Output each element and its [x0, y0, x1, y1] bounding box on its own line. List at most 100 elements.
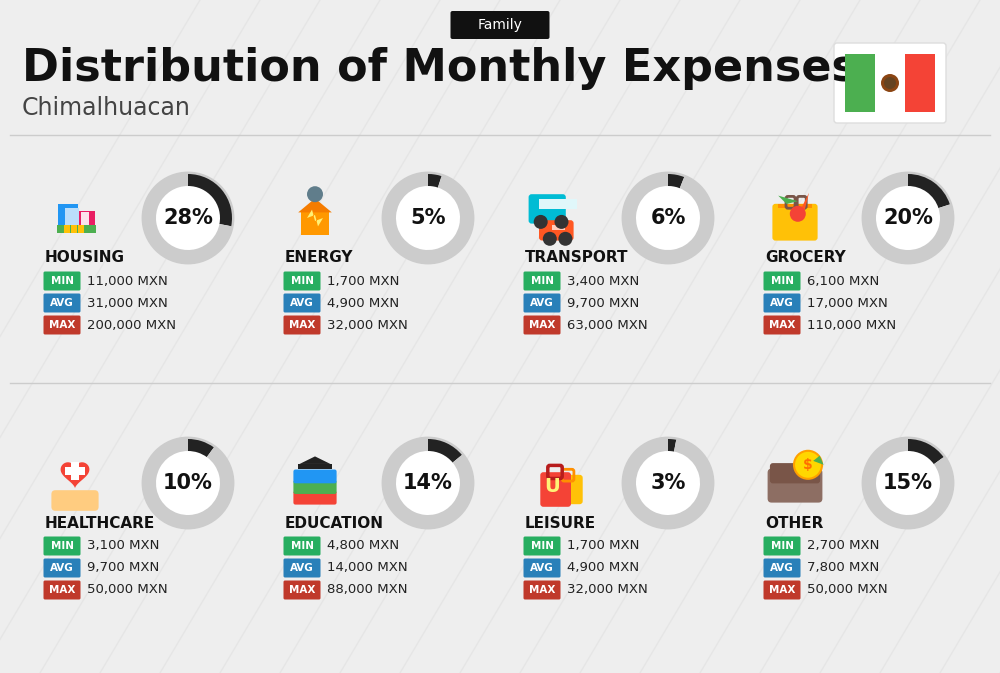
FancyBboxPatch shape — [284, 293, 320, 312]
Circle shape — [554, 215, 568, 229]
Wedge shape — [624, 439, 712, 527]
Text: 63,000 MXN: 63,000 MXN — [567, 318, 648, 332]
Bar — [71, 225, 77, 234]
Wedge shape — [188, 174, 232, 226]
Bar — [71, 216, 79, 224]
FancyBboxPatch shape — [764, 559, 800, 577]
Bar — [905, 54, 935, 112]
FancyBboxPatch shape — [51, 490, 99, 511]
FancyBboxPatch shape — [524, 559, 560, 577]
FancyBboxPatch shape — [293, 480, 337, 494]
Text: TRANSPORT: TRANSPORT — [525, 250, 629, 266]
FancyBboxPatch shape — [524, 536, 560, 555]
FancyBboxPatch shape — [284, 559, 320, 577]
Text: AVG: AVG — [50, 563, 74, 573]
Text: 31,000 MXN: 31,000 MXN — [87, 297, 168, 310]
Polygon shape — [813, 456, 824, 465]
Bar — [58, 204, 78, 232]
Text: MIN: MIN — [530, 541, 554, 551]
Circle shape — [881, 74, 899, 92]
Text: 20%: 20% — [883, 208, 933, 228]
Text: MAX: MAX — [49, 585, 75, 595]
FancyBboxPatch shape — [764, 316, 800, 334]
Text: 6,100 MXN: 6,100 MXN — [807, 275, 879, 287]
Text: Chimalhuacan: Chimalhuacan — [22, 96, 191, 120]
Text: MIN: MIN — [530, 276, 554, 286]
Wedge shape — [668, 439, 676, 452]
Text: 15%: 15% — [883, 473, 933, 493]
Bar — [778, 204, 812, 208]
Text: AVG: AVG — [290, 563, 314, 573]
Wedge shape — [624, 174, 712, 262]
Bar — [298, 464, 332, 469]
Circle shape — [144, 174, 232, 262]
Bar — [539, 199, 549, 209]
Text: OTHER: OTHER — [765, 516, 823, 530]
Bar — [81, 212, 89, 219]
FancyBboxPatch shape — [764, 536, 800, 555]
FancyBboxPatch shape — [764, 581, 800, 600]
FancyBboxPatch shape — [284, 316, 320, 334]
Bar — [57, 225, 96, 234]
FancyBboxPatch shape — [524, 316, 560, 334]
FancyBboxPatch shape — [524, 293, 560, 312]
Bar — [845, 54, 875, 112]
Circle shape — [543, 232, 557, 246]
Circle shape — [624, 439, 712, 527]
Bar — [65, 224, 73, 232]
Bar — [567, 199, 577, 209]
Text: 32,000 MXN: 32,000 MXN — [567, 583, 648, 596]
Circle shape — [307, 186, 323, 202]
Text: 14,000 MXN: 14,000 MXN — [327, 561, 408, 575]
FancyBboxPatch shape — [44, 271, 80, 291]
Text: 5%: 5% — [410, 208, 446, 228]
Wedge shape — [384, 439, 472, 527]
Polygon shape — [307, 209, 323, 226]
Text: AVG: AVG — [770, 298, 794, 308]
Text: 17,000 MXN: 17,000 MXN — [807, 297, 888, 310]
FancyBboxPatch shape — [44, 536, 80, 555]
Bar — [71, 462, 79, 480]
Text: 110,000 MXN: 110,000 MXN — [807, 318, 896, 332]
FancyBboxPatch shape — [44, 581, 80, 600]
Wedge shape — [908, 439, 944, 464]
Text: 1,700 MXN: 1,700 MXN — [567, 540, 639, 553]
Text: MIN: MIN — [770, 276, 794, 286]
Text: Family: Family — [478, 18, 522, 32]
Text: MAX: MAX — [289, 320, 315, 330]
Text: 50,000 MXN: 50,000 MXN — [807, 583, 888, 596]
FancyBboxPatch shape — [834, 43, 946, 123]
Text: MAX: MAX — [289, 585, 315, 595]
FancyBboxPatch shape — [529, 194, 566, 223]
FancyBboxPatch shape — [284, 581, 320, 600]
Text: 88,000 MXN: 88,000 MXN — [327, 583, 408, 596]
Text: Distribution of Monthly Expenses: Distribution of Monthly Expenses — [22, 46, 858, 90]
FancyBboxPatch shape — [764, 293, 800, 312]
Wedge shape — [668, 174, 684, 188]
Polygon shape — [300, 456, 330, 464]
Text: MIN: MIN — [770, 541, 794, 551]
Text: $: $ — [803, 458, 813, 472]
Text: 3,100 MXN: 3,100 MXN — [87, 540, 159, 553]
FancyBboxPatch shape — [284, 536, 320, 555]
Circle shape — [558, 232, 572, 246]
Wedge shape — [428, 439, 462, 462]
Text: MAX: MAX — [529, 585, 555, 595]
Bar — [81, 219, 89, 226]
FancyBboxPatch shape — [293, 491, 337, 505]
Bar — [552, 225, 565, 229]
Wedge shape — [864, 174, 952, 262]
Text: 9,700 MXN: 9,700 MXN — [567, 297, 639, 310]
Text: U: U — [545, 477, 560, 497]
Circle shape — [144, 439, 232, 527]
FancyBboxPatch shape — [293, 470, 337, 483]
Text: HEALTHCARE: HEALTHCARE — [45, 516, 155, 530]
FancyBboxPatch shape — [764, 271, 800, 291]
Text: GROCERY: GROCERY — [765, 250, 846, 266]
Wedge shape — [864, 439, 952, 527]
Text: AVG: AVG — [530, 298, 554, 308]
Circle shape — [790, 206, 806, 222]
Text: AVG: AVG — [50, 298, 74, 308]
Bar — [301, 213, 329, 235]
Polygon shape — [801, 192, 809, 209]
